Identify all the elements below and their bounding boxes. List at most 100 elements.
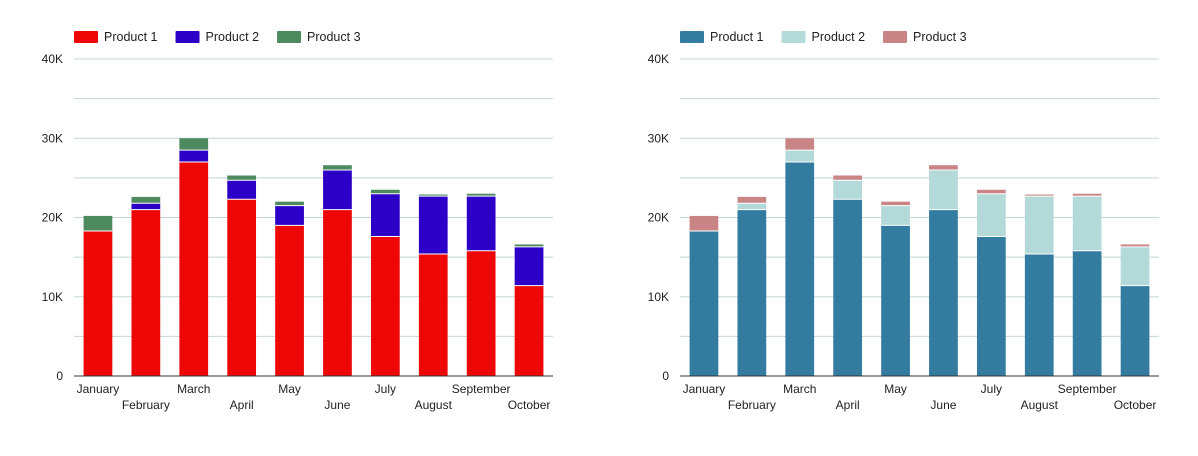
x-tick-label: January: [683, 382, 726, 396]
y-tick-label: 30K: [42, 131, 63, 145]
x-tick-label: October: [508, 398, 551, 412]
legend-swatch: [175, 31, 200, 43]
bar-january-series-1[interactable]: [83, 230, 113, 376]
legend-item-series-3[interactable]: Product 3: [277, 30, 361, 44]
bar-june-series-2[interactable]: [929, 169, 958, 210]
bar-january-series-1[interactable]: [689, 230, 719, 376]
legend-swatch: [277, 31, 302, 43]
legend-label: Product 1: [104, 30, 158, 44]
bar-march-series-2[interactable]: [179, 150, 209, 163]
bar-october-series-2[interactable]: [514, 246, 544, 286]
x-tick-label: May: [884, 382, 907, 396]
bar-october-series-3[interactable]: [514, 244, 544, 247]
bar-august-series-2[interactable]: [1024, 196, 1054, 254]
bar-may-series-2[interactable]: [881, 205, 910, 226]
bar-february-series-2[interactable]: [737, 203, 767, 210]
x-tick-label: January: [77, 382, 120, 396]
bar-september-series-3[interactable]: [1072, 193, 1102, 197]
bar-february-series-3[interactable]: [737, 196, 767, 204]
legend-item-series-1[interactable]: Product 1: [74, 30, 158, 44]
x-tick-label: May: [278, 382, 301, 396]
legend-label: Product 3: [307, 30, 361, 44]
legend-label: Product 2: [812, 30, 866, 44]
bar-august-series-1[interactable]: [418, 253, 448, 376]
bar-february-series-3[interactable]: [131, 196, 161, 204]
x-tick-label: February: [728, 398, 776, 412]
bar-february-series-2[interactable]: [131, 203, 161, 210]
bar-march-series-3[interactable]: [785, 138, 815, 151]
bar-march-series-1[interactable]: [785, 162, 815, 376]
x-tick-label: October: [1114, 398, 1157, 412]
bar-june-series-3[interactable]: [323, 165, 352, 170]
bar-may-series-3[interactable]: [881, 201, 910, 206]
x-tick-label: June: [324, 398, 350, 412]
legend-item-series-3[interactable]: Product 3: [883, 30, 967, 44]
x-tick-label: March: [783, 382, 816, 396]
bar-april-series-3[interactable]: [833, 175, 863, 181]
bar-january-series-3[interactable]: [83, 215, 113, 231]
bar-may-series-1[interactable]: [275, 225, 304, 376]
bar-september-series-3[interactable]: [466, 193, 496, 197]
x-tick-label: June: [930, 398, 956, 412]
bar-july-series-2[interactable]: [370, 193, 400, 237]
y-tick-label: 10K: [648, 290, 669, 304]
bar-september-series-2[interactable]: [466, 196, 496, 251]
bar-april-series-3[interactable]: [227, 175, 257, 181]
y-tick-label: 30K: [648, 131, 669, 145]
bar-october-series-3[interactable]: [1120, 244, 1150, 247]
x-tick-label: August: [1021, 398, 1059, 412]
bar-march-series-1[interactable]: [179, 162, 209, 376]
bar-october-series-2[interactable]: [1120, 246, 1150, 286]
legend-swatch: [74, 31, 98, 43]
y-tick-label: 20K: [42, 211, 63, 225]
bar-july-series-1[interactable]: [976, 236, 1006, 376]
legend-item-series-2[interactable]: Product 2: [781, 30, 866, 44]
bar-june-series-1[interactable]: [929, 209, 958, 376]
bar-february-series-1[interactable]: [737, 209, 767, 376]
bar-august-series-1[interactable]: [1024, 253, 1054, 376]
bar-june-series-2[interactable]: [323, 169, 352, 210]
bar-july-series-1[interactable]: [370, 236, 400, 376]
bar-june-series-3[interactable]: [929, 165, 958, 170]
bar-april-series-1[interactable]: [227, 199, 257, 376]
bar-july-series-3[interactable]: [370, 189, 400, 194]
x-tick-label: September: [1058, 382, 1117, 396]
bar-april-series-2[interactable]: [833, 180, 863, 200]
bar-october-series-1[interactable]: [514, 285, 544, 376]
bar-june-series-1[interactable]: [323, 209, 352, 376]
legend-label: Product 2: [206, 30, 260, 44]
bar-august-series-3[interactable]: [418, 194, 448, 197]
y-tick-label: 0: [662, 369, 669, 383]
bar-march-series-2[interactable]: [785, 150, 815, 163]
x-tick-label: July: [375, 382, 396, 396]
bar-january-series-3[interactable]: [689, 215, 719, 231]
y-tick-label: 10K: [42, 290, 63, 304]
bar-september-series-1[interactable]: [1072, 250, 1102, 376]
bar-august-series-3[interactable]: [1024, 194, 1054, 197]
bar-september-series-1[interactable]: [466, 250, 496, 376]
bar-september-series-2[interactable]: [1072, 196, 1102, 251]
x-tick-label: August: [415, 398, 453, 412]
bar-may-series-3[interactable]: [275, 201, 304, 206]
bar-march-series-3[interactable]: [179, 138, 209, 151]
bar-february-series-1[interactable]: [131, 209, 161, 376]
bar-may-series-2[interactable]: [275, 205, 304, 226]
bar-july-series-3[interactable]: [976, 189, 1006, 194]
x-tick-label: September: [452, 382, 511, 396]
x-tick-label: March: [177, 382, 210, 396]
bar-may-series-1[interactable]: [881, 225, 910, 376]
legend-swatch: [680, 31, 704, 43]
bar-april-series-1[interactable]: [833, 199, 863, 376]
y-tick-label: 40K: [42, 52, 63, 66]
bar-july-series-2[interactable]: [976, 193, 1006, 237]
legend-item-series-1[interactable]: Product 1: [680, 30, 764, 44]
bar-april-series-2[interactable]: [227, 180, 257, 200]
bar-august-series-2[interactable]: [418, 196, 448, 254]
bar-october-series-1[interactable]: [1120, 285, 1150, 376]
legend-item-series-2[interactable]: Product 2: [175, 30, 260, 44]
legend-swatch: [883, 31, 908, 43]
x-tick-label: April: [836, 398, 860, 412]
